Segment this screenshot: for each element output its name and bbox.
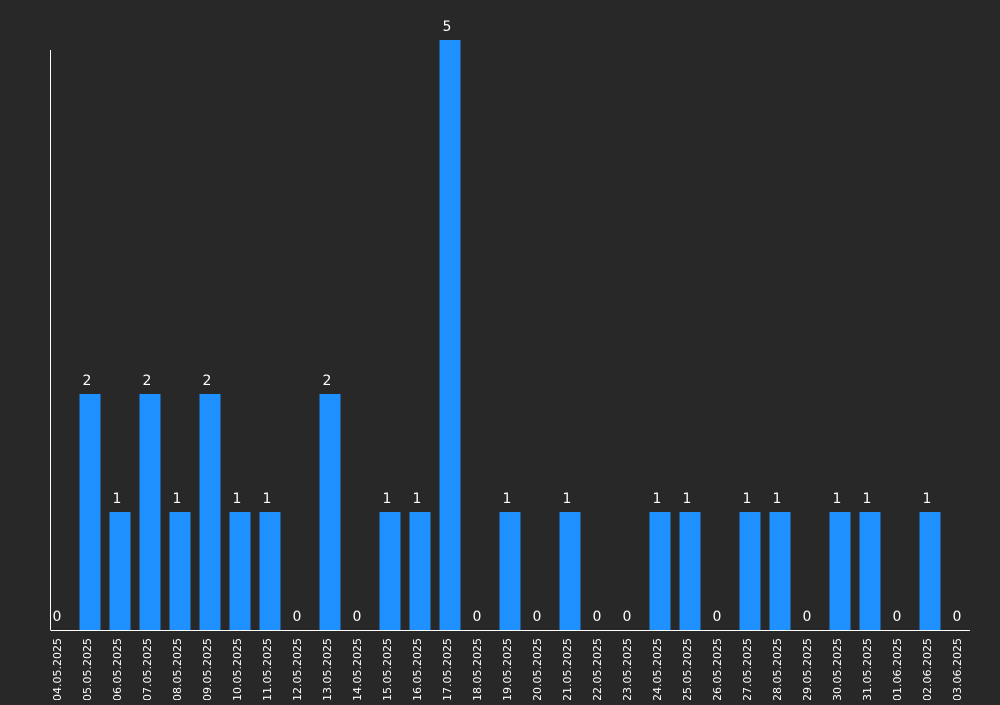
- bar: [409, 512, 431, 630]
- bar-value-label: 0: [623, 609, 632, 625]
- bar: [679, 512, 701, 630]
- bar-value-label: 1: [263, 491, 272, 507]
- x-tick-label: 28.05.2025: [771, 638, 784, 700]
- bar-value-label: 2: [323, 373, 332, 389]
- bar: [229, 512, 251, 630]
- bar-value-label: 1: [923, 491, 932, 507]
- x-tick-label: 01.06.2025: [891, 638, 904, 700]
- x-tick-label: 25.05.2025: [681, 638, 694, 700]
- bar-value-label: 0: [953, 609, 962, 625]
- x-tick-label: 29.05.2025: [801, 638, 814, 700]
- x-tick-labels-layer: 04.05.2025 05.05.2025 06.05.2025 07.05.2025…: [51, 638, 964, 701]
- x-tick-label: 16.05.2025: [411, 638, 424, 700]
- bar: [649, 512, 671, 630]
- bar-value-label: 1: [773, 491, 782, 507]
- bars-layer: [79, 40, 941, 630]
- bar-value-label: 1: [173, 491, 182, 507]
- x-tick-label: 06.05.2025: [111, 638, 124, 700]
- x-tick-label: 23.05.2025: [621, 638, 634, 700]
- x-tick-label: 04.05.2025: [51, 638, 64, 700]
- bar: [859, 512, 881, 630]
- x-tick-label: 14.05.2025: [351, 638, 364, 700]
- bar-value-label: 1: [503, 491, 512, 507]
- bar-value-label: 0: [593, 609, 602, 625]
- bar: [109, 512, 131, 630]
- bar-value-label: 0: [533, 609, 542, 625]
- bar: [169, 512, 191, 630]
- bar-value-label: 1: [563, 491, 572, 507]
- bar-value-label: 2: [83, 373, 92, 389]
- x-tick-label: 18.05.2025: [471, 638, 484, 700]
- bar-value-label: 1: [413, 491, 422, 507]
- bar-value-label: 2: [143, 373, 152, 389]
- bar: [439, 40, 461, 630]
- x-tick-label: 22.05.2025: [591, 638, 604, 700]
- bar: [559, 512, 581, 630]
- x-tick-label: 10.05.2025: [231, 638, 244, 700]
- bar: [139, 394, 161, 630]
- bar-value-label: 0: [713, 609, 722, 625]
- x-tick-label: 27.05.2025: [741, 638, 754, 700]
- x-tick-label: 21.05.2025: [561, 638, 574, 700]
- bar: [829, 512, 851, 630]
- bar: [379, 512, 401, 630]
- bar-value-label: 1: [233, 491, 242, 507]
- bar-value-label: 1: [863, 491, 872, 507]
- bar: [739, 512, 761, 630]
- bar: [919, 512, 941, 630]
- bar-value-label: 0: [53, 609, 62, 625]
- value-labels-layer: 0 2 1 2 1 2 1 1 0 2 0 1 1 5 0 1 0 1 0 0 1 1 0 1 1 0 1 1 0 1 0: [53, 19, 962, 625]
- bar: [319, 394, 341, 630]
- bar-value-label: 1: [113, 491, 122, 507]
- x-tick-label: 15.05.2025: [381, 638, 394, 700]
- x-tick-label: 24.05.2025: [651, 638, 664, 700]
- bar: [499, 512, 521, 630]
- bar-value-label: 2: [203, 373, 212, 389]
- bar-value-label: 0: [473, 609, 482, 625]
- bar-value-label: 0: [353, 609, 362, 625]
- bar-value-label: 1: [833, 491, 842, 507]
- bar-value-label: 0: [893, 609, 902, 625]
- bar-value-label: 1: [743, 491, 752, 507]
- x-tick-label: 17.05.2025: [441, 638, 454, 700]
- x-tick-label: 13.05.2025: [321, 638, 334, 700]
- axes-layer: [50, 50, 970, 631]
- bar: [769, 512, 791, 630]
- x-tick-label: 30.05.2025: [831, 638, 844, 700]
- x-tick-label: 09.05.2025: [201, 638, 214, 700]
- x-tick-label: 31.05.2025: [861, 638, 874, 700]
- bar-value-label: 1: [653, 491, 662, 507]
- bar-value-label: 0: [293, 609, 302, 625]
- x-tick-label: 02.06.2025: [921, 638, 934, 700]
- x-tick-label: 20.05.2025: [531, 638, 544, 700]
- x-tick-label: 03.06.2025: [951, 638, 964, 700]
- bar: [79, 394, 101, 630]
- x-tick-label: 19.05.2025: [501, 638, 514, 700]
- x-tick-label: 08.05.2025: [171, 638, 184, 700]
- x-tick-label: 05.05.2025: [81, 638, 94, 700]
- x-tick-label: 07.05.2025: [141, 638, 154, 700]
- x-tick-label: 11.05.2025: [261, 638, 274, 700]
- x-tick-label: 12.05.2025: [291, 638, 304, 700]
- bar: [199, 394, 221, 630]
- bar: [259, 512, 281, 630]
- bar-value-label: 5: [443, 19, 452, 35]
- x-tick-label: 26.05.2025: [711, 638, 724, 700]
- bar-value-label: 0: [803, 609, 812, 625]
- bar-value-label: 1: [383, 491, 392, 507]
- bar-value-label: 1: [683, 491, 692, 507]
